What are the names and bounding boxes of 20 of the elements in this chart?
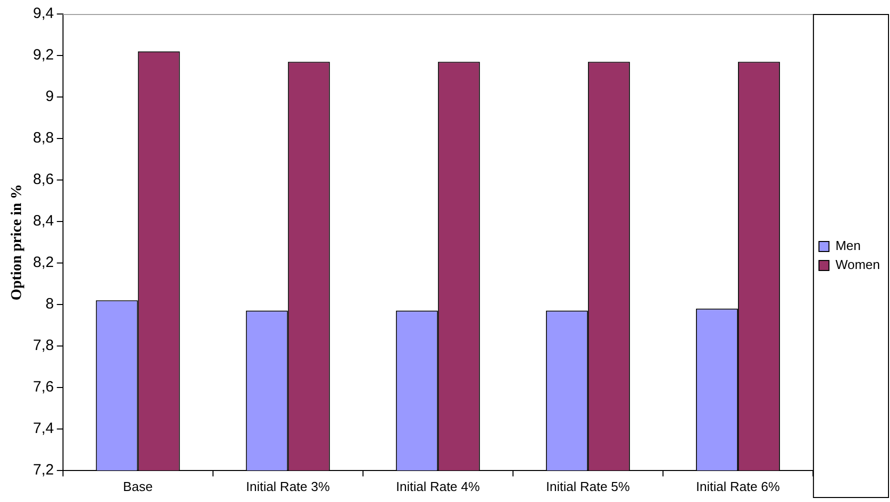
- x-tick-label: Initial Rate 4%: [396, 478, 480, 494]
- y-tick-label: 8,8: [32, 130, 54, 147]
- y-tick-label: 7,8: [32, 337, 54, 354]
- y-tick-label: 9,4: [32, 5, 54, 22]
- y-tick-label: 9: [46, 88, 54, 106]
- y-tick-label: 8,6: [32, 171, 54, 188]
- x-tick-label: Initial Rate 5%: [546, 478, 630, 494]
- x-tick-label: Base: [123, 478, 153, 494]
- y-tick-label: 7,4: [32, 420, 54, 438]
- legend-label: Women: [835, 257, 880, 272]
- y-tick-label: 9,2: [32, 46, 54, 64]
- y-tick-label: 8,4: [32, 212, 54, 230]
- legend-label: Men: [835, 238, 861, 254]
- x-tick-label: Initial Rate 6%: [696, 478, 780, 494]
- y-tick-label: 8: [46, 296, 54, 313]
- y-tick-label: 7,2: [32, 462, 54, 479]
- y-tick-label: 8,2: [32, 254, 54, 272]
- y-tick-label: 7,6: [32, 378, 54, 396]
- y-axis-title: Option price in %: [8, 184, 25, 300]
- x-tick-label: Initial Rate 3%: [246, 478, 330, 494]
